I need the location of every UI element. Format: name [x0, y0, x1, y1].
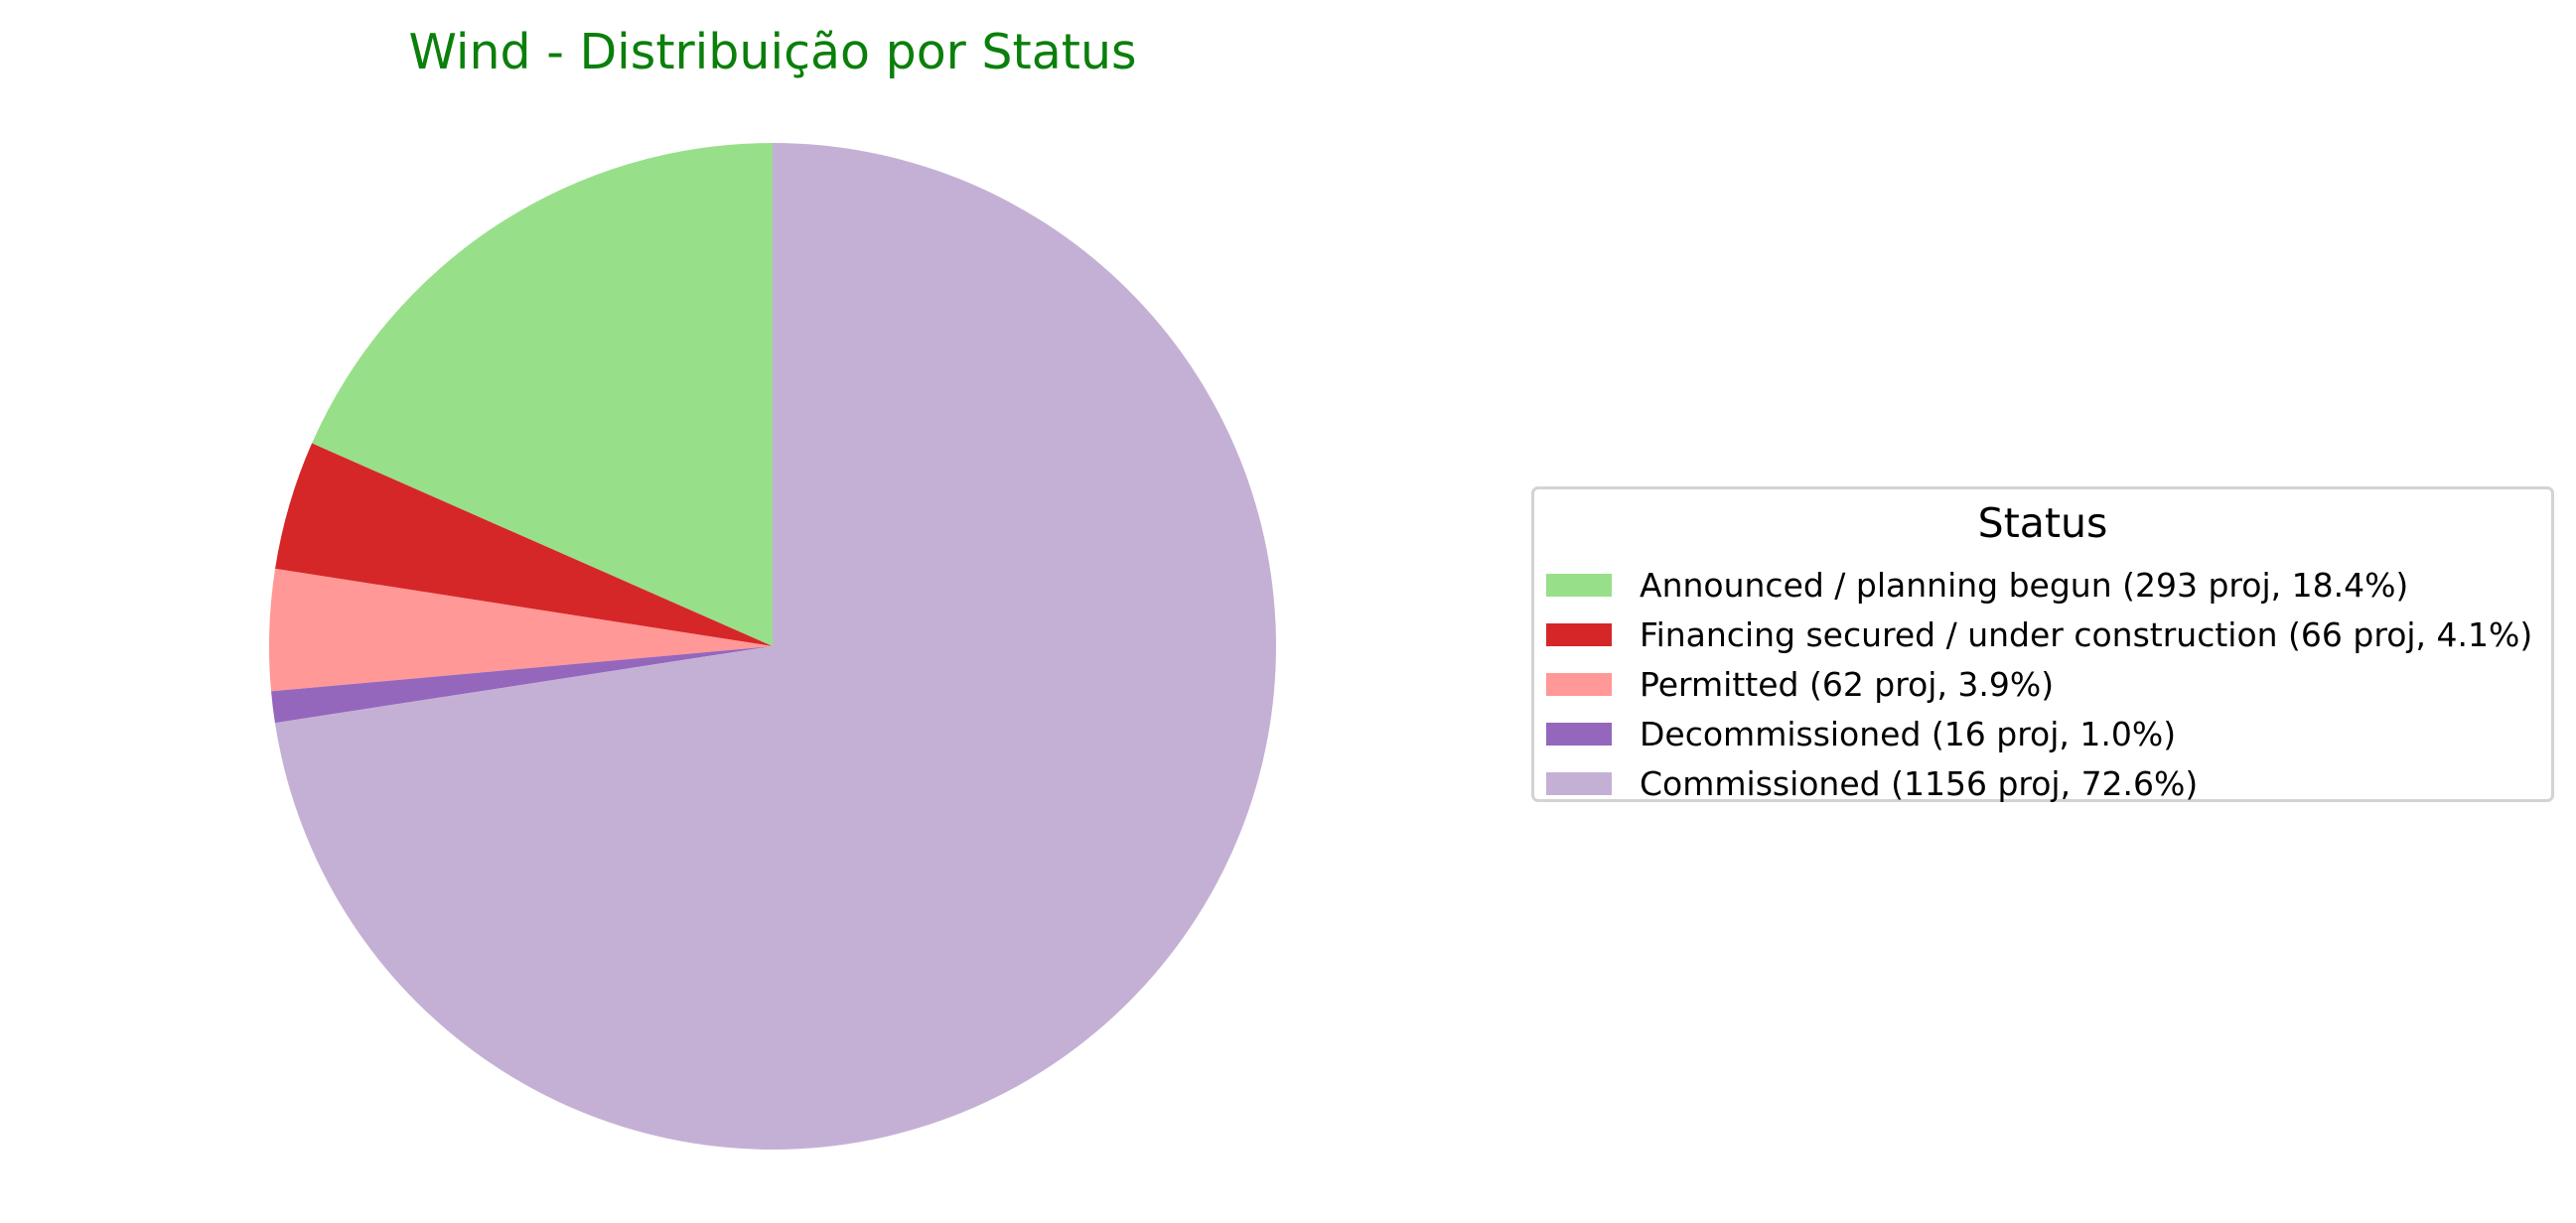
legend-label: Permitted (62 proj, 3.9%) [1640, 665, 2055, 704]
pie-slice-financing-secured-under-construction [275, 443, 773, 646]
legend-label: Decommissioned (16 proj, 1.0%) [1640, 715, 2177, 753]
legend-item: Commissioned (1156 proj, 72.6%) [1546, 759, 2549, 809]
legend-item: Announced / planning begun (293 proj, 18… [1546, 561, 2549, 611]
legend-swatch [1546, 723, 1612, 746]
legend-label: Announced / planning begun (293 proj, 18… [1640, 566, 2409, 605]
legend-swatch [1546, 772, 1612, 795]
legend-item: Decommissioned (16 proj, 1.0%) [1546, 710, 2549, 759]
legend-item: Financing secured / under construction (… [1546, 611, 2549, 660]
pie-plot-area [268, 143, 1276, 1150]
legend-swatch [1546, 673, 1612, 696]
legend-label: Commissioned (1156 proj, 72.6%) [1640, 764, 2199, 803]
legend: Status Announced / planning begun (293 p… [1531, 486, 2554, 803]
legend-swatch [1546, 574, 1612, 597]
legend-swatch [1546, 623, 1612, 646]
pie-slice-announced-planning-begun [312, 143, 773, 646]
legend-title: Status [1977, 499, 2108, 547]
pie-slice-decommissioned [271, 646, 773, 724]
chart-title: Wind - Distribuição por Status [408, 24, 1137, 80]
legend-label: Financing secured / under construction (… [1640, 615, 2533, 654]
pie-slice-commissioned [274, 143, 1276, 1150]
pie-slice-permitted [268, 568, 773, 692]
legend-item: Permitted (62 proj, 3.9%) [1546, 660, 2549, 710]
